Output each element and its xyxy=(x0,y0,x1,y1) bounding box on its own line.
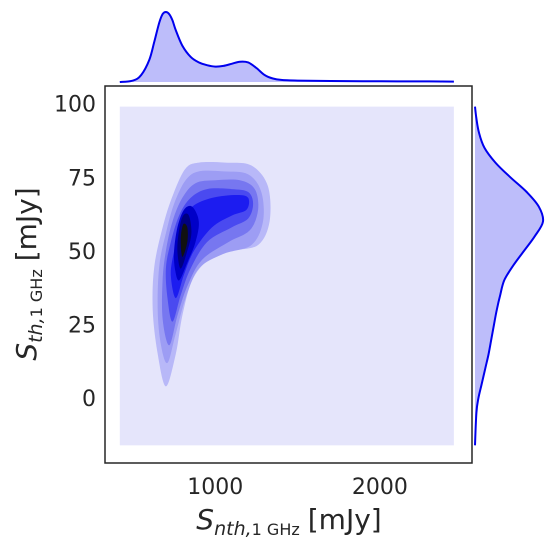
marginal-y-line xyxy=(474,106,545,446)
x-axis-label: Snth,1 GHz [mJy] xyxy=(196,503,381,540)
plot-frame xyxy=(104,85,473,464)
kde-contour-levels xyxy=(152,162,271,387)
y-axis-label: Sth,1 GHz[mJy] xyxy=(10,187,47,360)
x-tick-label: 1000 xyxy=(187,475,243,500)
marginal-x-fill xyxy=(119,12,454,82)
marginal-y-fill xyxy=(475,106,544,446)
y-tick-label: 100 xyxy=(54,93,96,118)
y-tick-label: 25 xyxy=(68,314,96,339)
marginal-x-density xyxy=(119,10,454,83)
marginal-y-density xyxy=(474,106,545,446)
y-axis-ticks: 0 25 50 75 100 xyxy=(54,93,96,413)
joint-plot-area xyxy=(104,85,473,464)
y-tick-label: 50 xyxy=(68,240,96,265)
y-tick-label: 75 xyxy=(68,166,96,191)
x-tick-label: 2000 xyxy=(352,475,408,500)
x-axis-ticks: 1000 2000 xyxy=(187,475,408,500)
marginal-x-line xyxy=(119,10,454,83)
kde-level-8 xyxy=(180,223,188,257)
y-tick-label: 0 xyxy=(82,387,96,412)
